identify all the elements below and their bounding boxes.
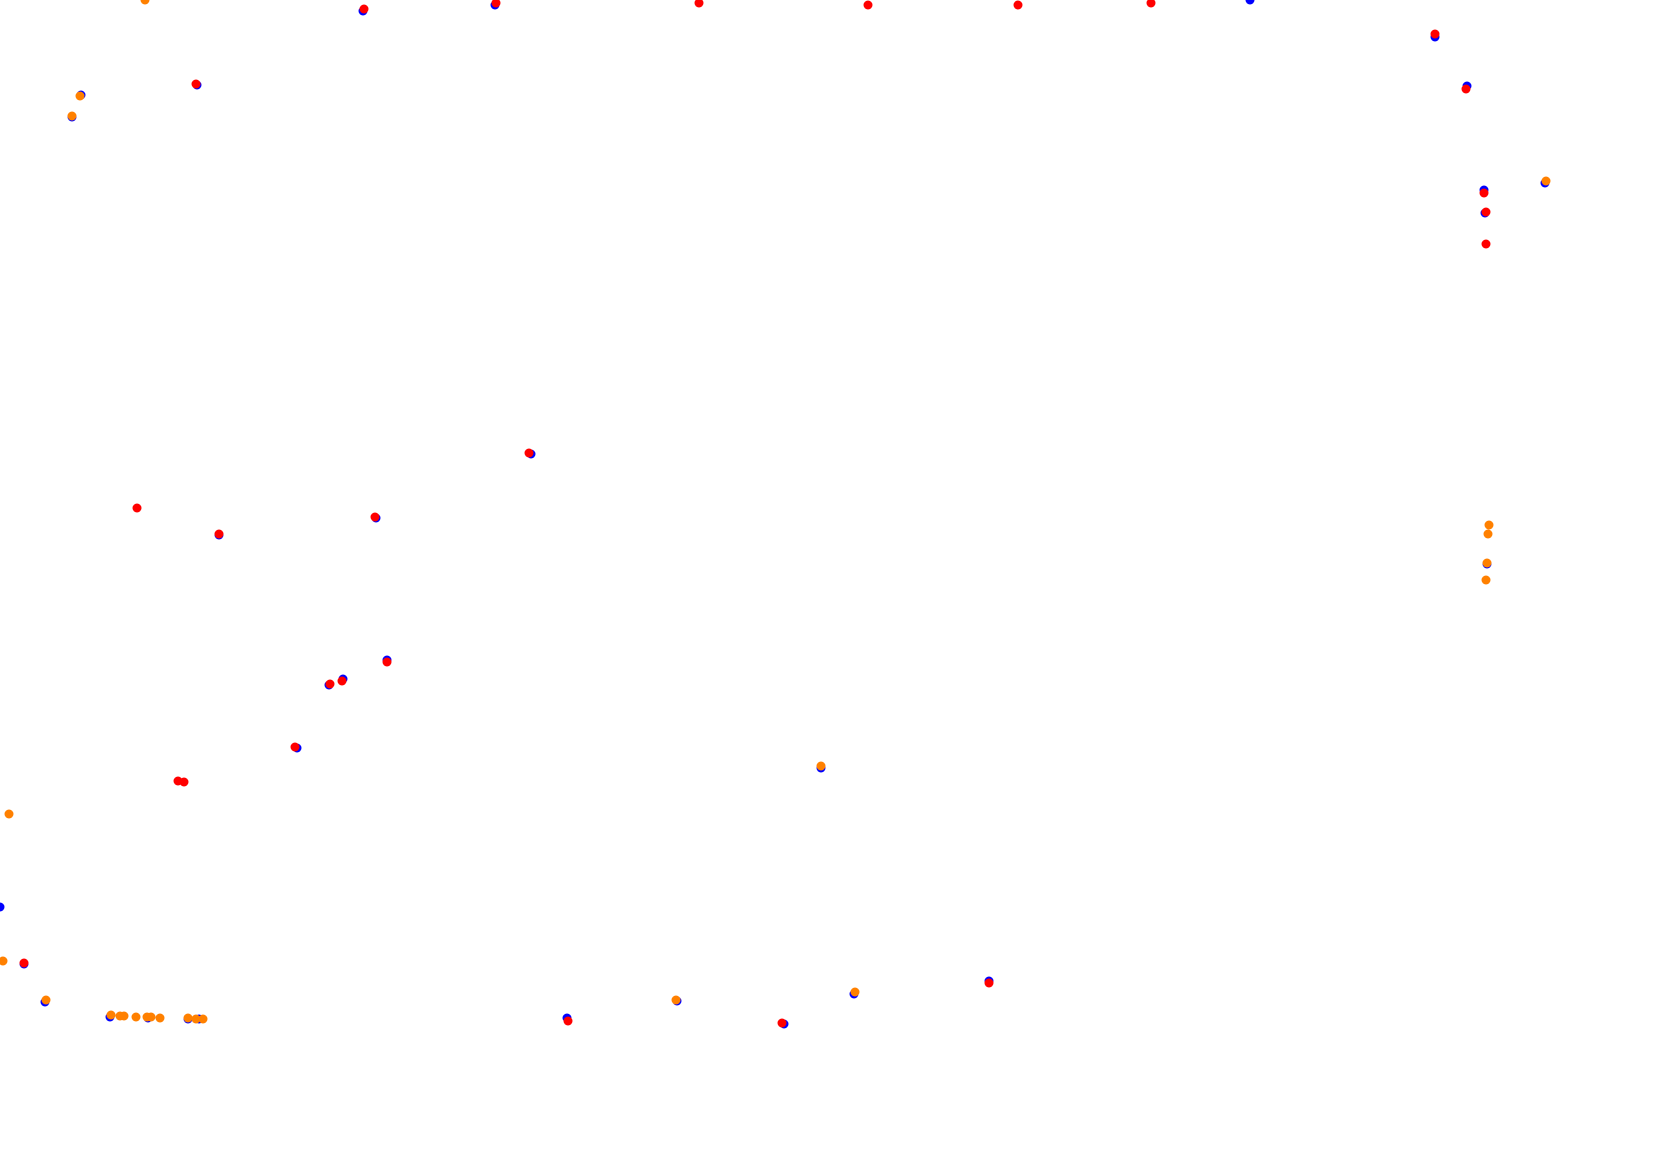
data-point (850, 987, 860, 997)
data-point (119, 1011, 129, 1021)
data-point (816, 761, 826, 771)
data-point (1481, 575, 1491, 585)
data-point (694, 0, 704, 8)
data-point (4, 809, 14, 819)
data-point (563, 1016, 573, 1026)
data-point (191, 79, 201, 89)
data-point (1541, 176, 1551, 186)
data-point (1482, 558, 1492, 568)
data-point (382, 657, 392, 667)
data-point (370, 512, 380, 522)
series-2 (0, 0, 1551, 1024)
data-point (146, 1012, 156, 1022)
data-point (337, 676, 347, 686)
data-point (1481, 207, 1491, 217)
data-point (1479, 188, 1489, 198)
data-point (1013, 0, 1023, 10)
data-point (290, 742, 300, 752)
data-point (41, 995, 51, 1005)
data-point (183, 1013, 193, 1023)
data-point (19, 958, 29, 968)
points-layer (0, 0, 1551, 1029)
data-point (359, 4, 369, 14)
data-point (0, 902, 5, 912)
data-point (524, 448, 534, 458)
data-point (214, 529, 224, 539)
data-point (131, 1012, 141, 1022)
data-point (1481, 239, 1491, 249)
data-point (75, 91, 85, 101)
data-point (1461, 84, 1471, 94)
data-point (67, 111, 77, 121)
data-point (671, 995, 681, 1005)
data-point (0, 956, 8, 966)
data-point (132, 503, 142, 513)
data-point (777, 1018, 787, 1028)
data-point (191, 1014, 201, 1024)
data-point (325, 679, 335, 689)
series-1 (19, 0, 1491, 1028)
data-point (1430, 29, 1440, 39)
data-point (1146, 0, 1156, 8)
data-point (1483, 529, 1493, 539)
data-point (491, 0, 501, 8)
data-point (106, 1010, 116, 1020)
data-point (198, 1014, 208, 1024)
data-point (863, 0, 873, 10)
data-point (140, 0, 150, 5)
data-point (1245, 0, 1255, 5)
data-point (179, 777, 189, 787)
data-point (155, 1013, 165, 1023)
data-point (984, 978, 994, 988)
data-point (1484, 520, 1494, 530)
